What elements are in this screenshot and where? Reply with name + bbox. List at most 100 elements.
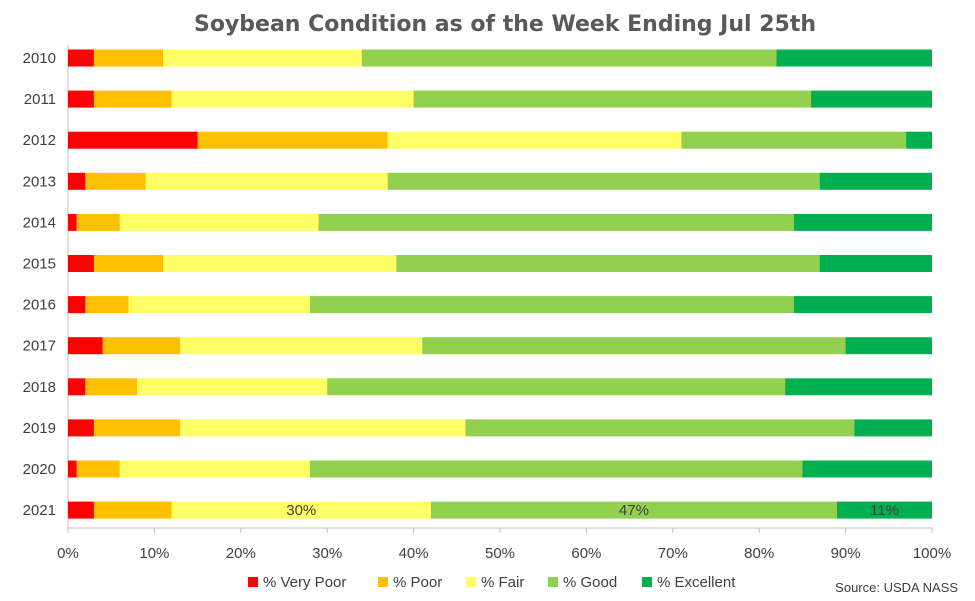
bar-2013-fair (145, 172, 388, 190)
data-label-2021-good: 47% (619, 502, 649, 519)
bar-2016-excellent (793, 296, 932, 314)
bar-2018-excellent (785, 378, 932, 396)
y-tick-label-2012: 2012 (23, 132, 56, 149)
bar-2010-good (361, 49, 777, 67)
bar-2018-very-poor (68, 378, 86, 396)
bar-2018-good (327, 378, 786, 396)
bar-2020-fair (119, 460, 310, 478)
bar-2019-excellent (854, 419, 932, 437)
x-tick-label-0: 0% (57, 545, 79, 562)
y-tick-label-2015: 2015 (23, 256, 56, 273)
y-tick-label-2021: 2021 (23, 502, 56, 519)
x-tick-label-6: 60% (571, 545, 601, 562)
y-tick-label-2019: 2019 (23, 420, 56, 437)
bar-2011-very-poor (68, 90, 94, 108)
bar-2019-very-poor (68, 419, 94, 437)
legend-label-good: % Good (563, 574, 617, 591)
bar-2016-poor (85, 296, 129, 314)
bar-2020-poor (76, 460, 120, 478)
bar-2017-fair (180, 337, 423, 355)
bar-2012-good (681, 131, 907, 149)
bar-2010-excellent (776, 49, 932, 67)
legend-swatch-good (548, 577, 558, 587)
bar-2017-excellent (845, 337, 932, 355)
bar-2011-fair (171, 90, 414, 108)
bar-2012-poor (197, 131, 388, 149)
bar-2014-excellent (793, 213, 932, 231)
bar-2010-very-poor (68, 49, 94, 67)
bar-2015-excellent (819, 255, 932, 272)
x-tick-label-5: 50% (485, 545, 515, 562)
bar-2012-excellent (906, 131, 932, 149)
bar-2018-fair (137, 378, 328, 396)
bar-2021-excellent (836, 501, 932, 519)
x-tick-label-8: 80% (744, 545, 774, 562)
x-tick-label-7: 70% (658, 545, 688, 562)
bar-2013-very-poor (68, 172, 86, 190)
x-tick-label-10: 100% (913, 545, 951, 562)
bar-2019-good (465, 419, 855, 437)
legend-label-fair: % Fair (481, 574, 524, 591)
y-tick-label-2017: 2017 (23, 338, 56, 355)
bar-2013-good (387, 172, 820, 190)
chart-title: Soybean Condition as of the Week Ending … (194, 12, 816, 37)
legend-swatch-very-poor (248, 577, 258, 587)
bar-2013-excellent (819, 172, 932, 190)
bar-2018-poor (85, 378, 138, 396)
bar-2011-good (413, 90, 812, 108)
bar-2019-fair (180, 419, 466, 437)
bar-2014-good (318, 213, 794, 231)
bar-2016-fair (128, 296, 310, 314)
bar-2021-fair (171, 501, 431, 519)
bar-2015-good (396, 255, 820, 272)
x-tick-label-1: 10% (139, 545, 169, 562)
bar-2014-very-poor (68, 213, 77, 231)
y-tick-label-2010: 2010 (23, 50, 56, 67)
x-tick-labels: 0% 10% 20% 30% 40% 50% 60% 70% 80% 90% 100% (57, 528, 951, 562)
bar-2016-good (309, 296, 794, 314)
bar-2017-good (422, 337, 846, 355)
bar-2020-excellent (802, 460, 932, 478)
bar-2017-poor (102, 337, 181, 355)
x-tick-label-3: 30% (312, 545, 342, 562)
bar-2020-very-poor (68, 460, 77, 478)
bar-2017-very-poor (68, 337, 103, 355)
bar-2011-poor (93, 90, 172, 108)
data-labels: 30% 47% 11% (286, 502, 899, 519)
bar-2019-poor (93, 419, 181, 437)
bar-2010-poor (93, 49, 164, 67)
bar-2021-very-poor (68, 501, 94, 519)
y-tick-label-2013: 2013 (23, 173, 56, 190)
data-label-2021-excellent: 11% (870, 502, 899, 519)
bar-2021-good (430, 501, 837, 519)
data-label-2021-fair: 30% (286, 502, 316, 519)
bar-2014-fair (119, 213, 319, 231)
legend-label-poor: % Poor (393, 574, 442, 591)
bar-2020-good (309, 460, 803, 478)
x-tick-label-9: 90% (831, 545, 861, 562)
y-tick-label-2011: 2011 (24, 91, 56, 108)
bar-2015-fair (163, 255, 397, 272)
legend-swatch-poor (378, 577, 388, 587)
bar-2016-very-poor (68, 296, 86, 314)
y-tick-labels: 2010 2011 2012 2013 2014 2015 2016 2017 2018 2019… (23, 50, 56, 519)
bars-group (68, 49, 932, 519)
bar-2011-excellent (811, 90, 932, 108)
bar-2015-very-poor (68, 255, 94, 272)
bar-2012-very-poor (68, 131, 198, 149)
x-tick-label-2: 20% (226, 545, 256, 562)
bar-2013-poor (85, 172, 146, 190)
legend-swatch-excellent (642, 577, 652, 587)
y-tick-label-2014: 2014 (23, 214, 56, 231)
source-note: Source: USDA NASS (835, 580, 958, 595)
bar-2014-poor (76, 213, 120, 231)
x-tick-label-4: 40% (399, 545, 429, 562)
legend: % Very Poor % Poor % Fair % Good % Excellent (248, 574, 736, 591)
bar-2010-fair (163, 49, 362, 67)
legend-swatch-fair (466, 577, 476, 587)
legend-label-very-poor: % Very Poor (263, 574, 346, 591)
bar-2021-poor (93, 501, 172, 519)
y-tick-label-2020: 2020 (23, 461, 56, 478)
